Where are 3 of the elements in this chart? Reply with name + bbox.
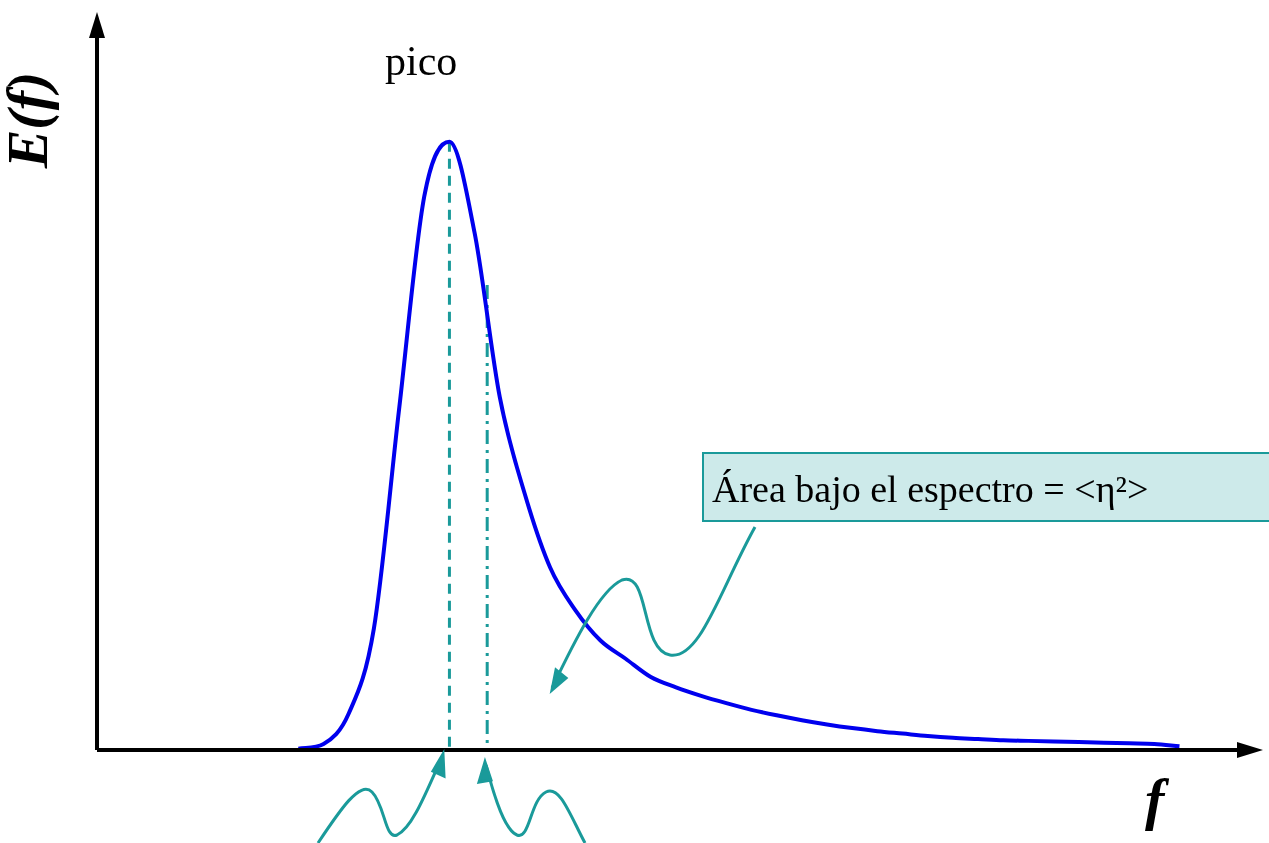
text: pico	[385, 38, 458, 84]
note-box: Área bajo el espectro = <η²>	[702, 452, 1269, 522]
y-axis-title: E(f)	[0, 70, 60, 171]
